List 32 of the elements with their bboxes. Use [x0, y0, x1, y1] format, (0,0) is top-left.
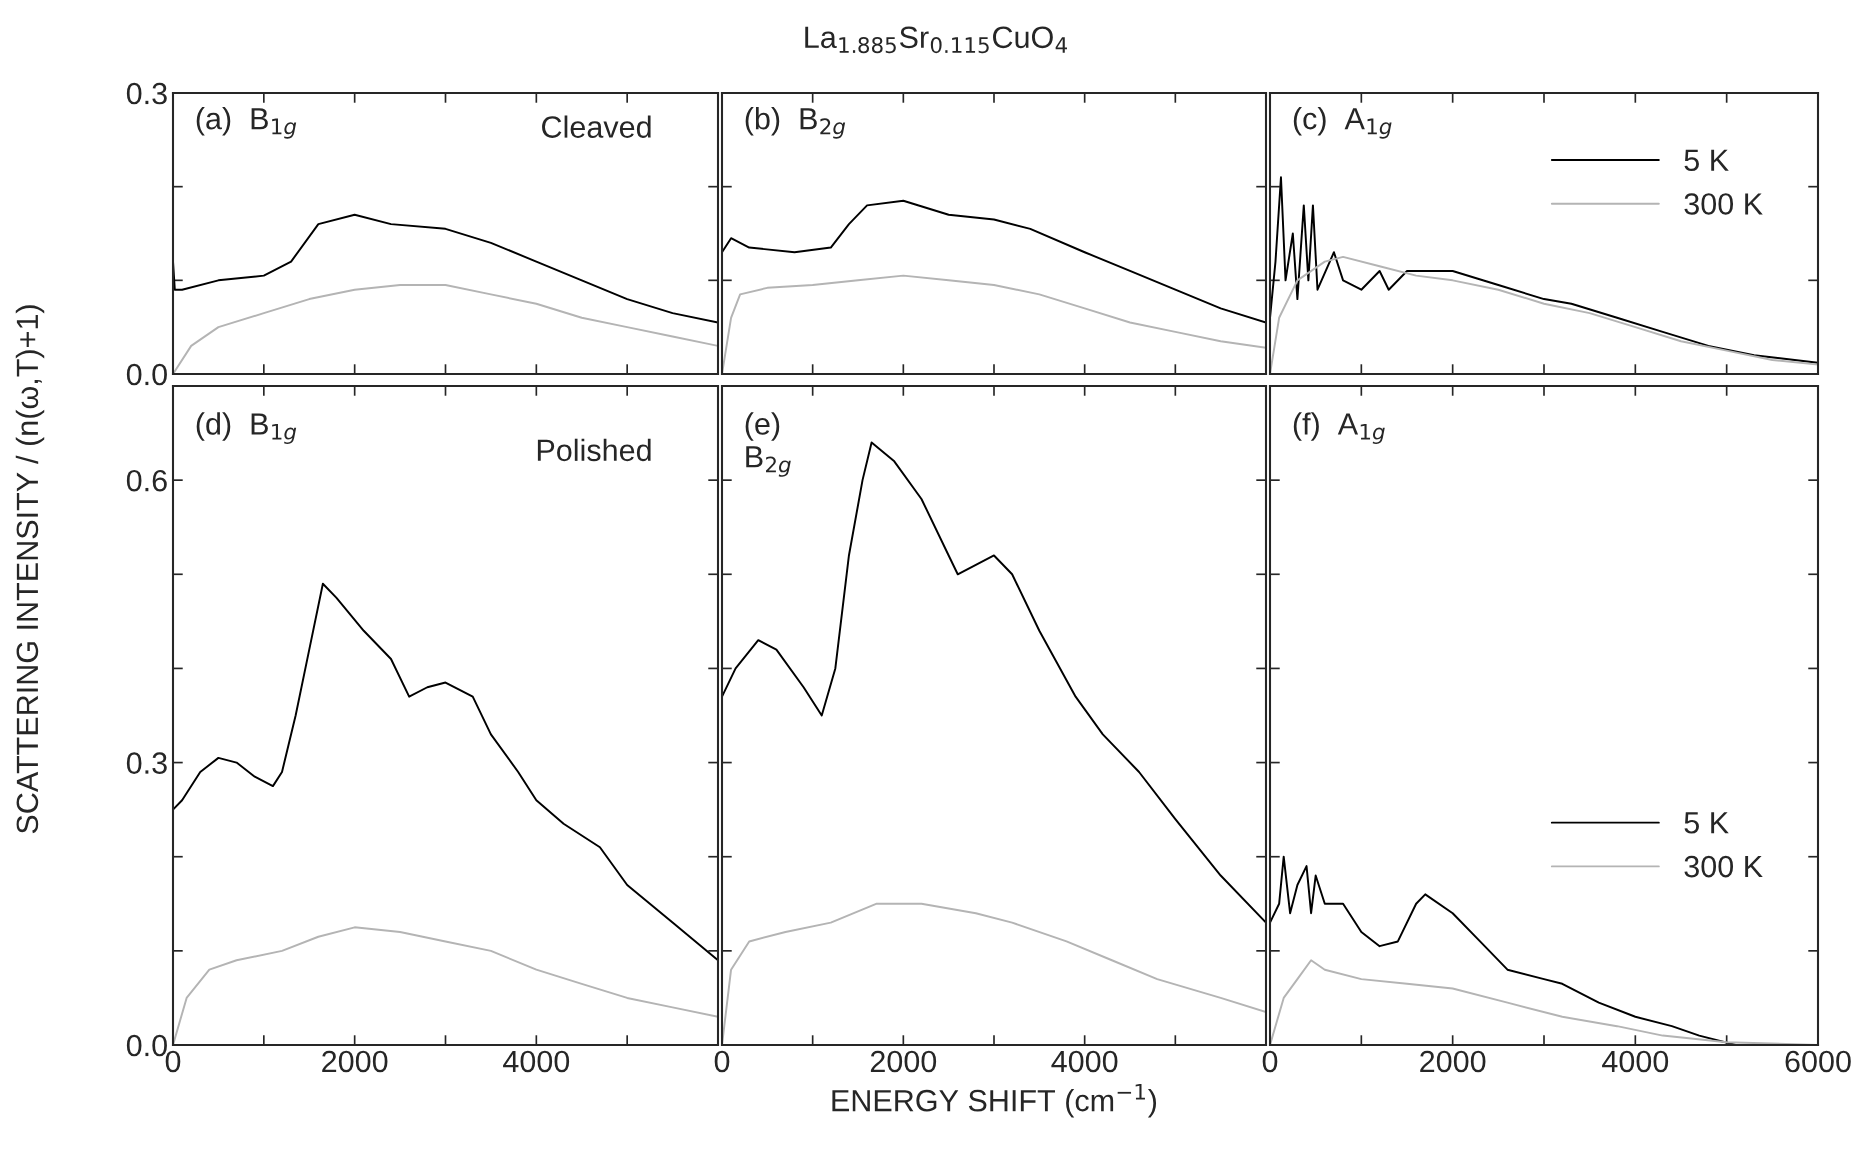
legend-label: 300 K: [1684, 855, 1763, 878]
annotation: (e) B$_{2g}$: [745, 412, 791, 477]
annotation: (b) B$_{2g}$: [745, 107, 846, 139]
x-tick-label: 6000: [1785, 1050, 1851, 1073]
x-tick-label: 4000: [1051, 1050, 1118, 1073]
x-tick-label: 0: [165, 1050, 181, 1073]
annotation: (c) A$_{1g}$: [1293, 107, 1392, 139]
annotation: (f) A$_{1g}$: [1293, 412, 1385, 444]
x-tick-label: 2000: [1420, 1050, 1486, 1073]
x-tick-label: 0: [714, 1050, 730, 1073]
line-series: [173, 213, 718, 324]
legend-label: 5 K: [1684, 149, 1729, 172]
x-tick-label: 4000: [503, 1050, 570, 1073]
annotation: (d) B$_{1g}$: [196, 412, 297, 444]
legend-label: 5 K: [1684, 812, 1729, 834]
x-tick-label: 0: [1262, 1050, 1278, 1073]
annotation: Cleaved: [542, 115, 651, 138]
x-tick-label: 2000: [870, 1050, 937, 1073]
legend-label: 300 K: [1684, 193, 1763, 215]
x-axis-title: ENERGY SHIFT (cm$^{−1}$): [832, 1083, 1157, 1118]
annotation: (a) B$_{1g}$: [196, 107, 297, 139]
y-tick-label: 0.0: [126, 363, 167, 386]
x-tick-label: 2000: [322, 1050, 388, 1073]
chart-title: La$_{1.885}$Sr$_{0.115}$CuO$_{4}$: [805, 26, 1068, 54]
annotation: Polished: [537, 438, 651, 462]
line-series: [173, 582, 718, 962]
y-tick-label: 0.3: [126, 752, 167, 774]
y-tick-label: 0.3: [126, 82, 167, 105]
x-tick-label: 4000: [1602, 1050, 1669, 1073]
y-tick-label: 0.6: [126, 469, 167, 492]
y-axis-title: SCATTERING INTENSITY / (n(ω,T)+1): [15, 305, 45, 834]
y-tick-label: 0.0: [126, 1034, 167, 1057]
